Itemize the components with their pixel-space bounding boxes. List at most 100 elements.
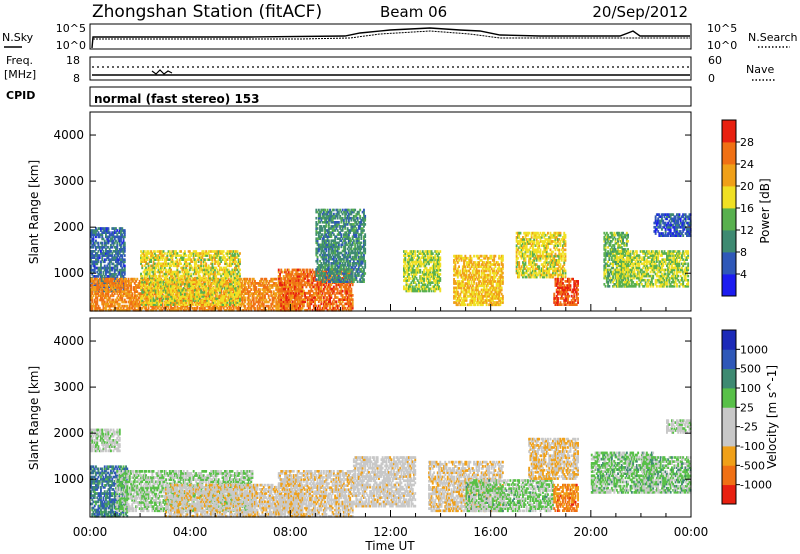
heatmap-cell (158, 300, 161, 304)
heatmap-cell (291, 308, 294, 312)
heatmap-cell (111, 252, 114, 255)
heatmap-cell (231, 287, 234, 290)
heatmap-cell (130, 306, 132, 310)
heatmap-cell (95, 308, 97, 312)
heatmap-cell (287, 286, 290, 289)
heatmap-cell (319, 283, 321, 287)
heatmap-cell (265, 308, 268, 312)
heatmap-cell (200, 262, 203, 266)
heatmap-cell (155, 280, 157, 284)
heatmap-cell (100, 245, 102, 249)
heatmap-cell (103, 281, 106, 284)
heatmap-cell (329, 216, 331, 220)
heatmap-cell (150, 274, 152, 278)
heatmap-cell (235, 304, 238, 308)
heatmap-cell (332, 214, 335, 218)
heatmap-cell (221, 304, 224, 308)
heatmap-cell (193, 308, 196, 312)
heatmap-cell (118, 282, 121, 285)
heatmap-cell (116, 288, 119, 291)
heatmap-cell (191, 302, 194, 306)
heatmap-cell (203, 260, 206, 263)
heatmap-cell (140, 254, 142, 257)
heatmap-cell (106, 270, 109, 274)
heatmap-cell (168, 291, 171, 294)
heatmap-cell (274, 284, 276, 287)
heatmap-cell (97, 284, 100, 287)
heatmap-cell (234, 289, 236, 292)
heatmap-cell (332, 255, 335, 259)
heatmap-cell (276, 288, 279, 291)
heatmap-cell (117, 294, 120, 298)
heatmap-cell (197, 297, 200, 300)
heatmap-cell (317, 268, 320, 271)
heatmap-cell (122, 235, 125, 239)
heatmap-cell (122, 262, 125, 266)
heatmap-cell (224, 272, 226, 276)
heatmap-cell (235, 306, 238, 310)
heatmap-cell (230, 285, 233, 288)
heatmap-cell (334, 255, 337, 259)
heatmap-cell (191, 252, 194, 255)
heatmap-cell (128, 304, 131, 308)
heatmap-cell (272, 284, 275, 287)
heatmap-cell (274, 296, 276, 300)
heatmap-cell (217, 250, 220, 253)
heatmap-cell (182, 303, 185, 306)
heatmap-cell (229, 306, 231, 310)
heatmap-cell (306, 298, 309, 301)
heatmap-cell (345, 283, 348, 287)
heatmap-cell (190, 293, 193, 296)
heatmap-cell (210, 293, 213, 296)
heatmap-cell (196, 293, 199, 296)
heatmap-cell (108, 279, 111, 283)
heatmap-cell (117, 304, 120, 308)
heatmap-cell (173, 262, 176, 266)
heatmap-cell (185, 285, 188, 288)
heatmap-cell (165, 295, 167, 298)
heatmap-cell (117, 286, 120, 289)
heatmap-cell (271, 298, 274, 302)
heatmap-cell (178, 297, 181, 300)
heatmap-cell (341, 283, 344, 287)
heatmap-cell (322, 225, 325, 228)
heatmap-cell (90, 245, 92, 249)
heatmap-cell (335, 300, 338, 304)
heatmap-cell (229, 292, 231, 295)
heatmap-cell (155, 291, 157, 294)
heatmap-cell (319, 264, 321, 267)
heatmap-cell (176, 299, 179, 302)
heatmap-cell (274, 292, 276, 295)
heatmap-cell (307, 283, 310, 287)
heatmap-cell (152, 277, 155, 281)
heatmap-cell (321, 247, 324, 251)
heatmap-cell (176, 262, 179, 266)
heatmap-cell (127, 282, 130, 285)
heatmap-cell (205, 298, 208, 302)
heatmap-cell (349, 300, 352, 304)
heatmap-cell (156, 264, 159, 268)
heatmap-cell (300, 283, 303, 287)
heatmap-cell (110, 233, 112, 237)
heatmap-cell (314, 283, 316, 287)
heatmap-cell (244, 300, 246, 304)
heatmap-cell (222, 292, 225, 295)
heatmap-cell (113, 272, 116, 276)
heatmap-cell (130, 286, 132, 289)
heatmap-cell (93, 266, 96, 270)
heatmap-cell (301, 304, 304, 308)
heatmap-cell (321, 264, 324, 267)
heatmap-cell (147, 308, 150, 312)
heatmap-cell (177, 296, 180, 300)
heatmap-cell (95, 277, 97, 281)
heatmap-cell (217, 254, 220, 257)
heatmap-cell (138, 292, 141, 295)
heatmap-cell (125, 300, 127, 304)
heatmap-cell (168, 302, 171, 306)
heatmap-cell (117, 302, 120, 306)
heatmap-cell (295, 306, 298, 310)
heatmap-cell (186, 306, 189, 310)
heatmap-cell (225, 302, 228, 306)
heatmap-cell (335, 264, 338, 267)
heatmap-cell (166, 270, 169, 274)
